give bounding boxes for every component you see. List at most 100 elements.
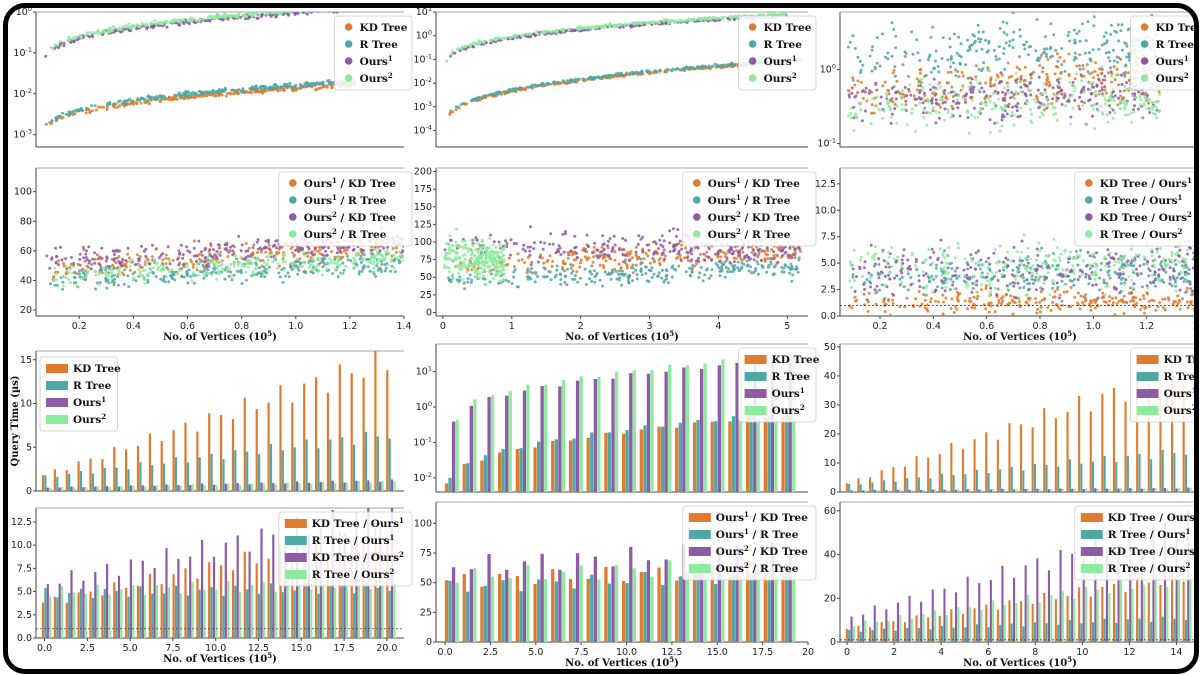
scatter-point <box>343 8 346 10</box>
scatter-point <box>260 264 264 268</box>
scatter-point <box>1046 75 1050 79</box>
scatter-point <box>644 272 648 275</box>
scatter-point <box>263 245 267 249</box>
scatter-point <box>769 260 773 264</box>
scatter-point <box>468 43 471 47</box>
scatter-point <box>984 81 988 85</box>
scatter-point <box>613 258 617 262</box>
scatter-point <box>790 265 794 269</box>
scatter-point <box>966 116 970 119</box>
legend-label: Ours2 <box>1156 71 1189 86</box>
scatter-point <box>572 28 576 32</box>
scatter-point <box>726 267 730 271</box>
scatter-point <box>969 90 973 94</box>
scatter-point <box>209 15 213 19</box>
scatter-point <box>292 266 295 269</box>
scatter-point <box>847 95 851 99</box>
scatter-point <box>935 102 939 106</box>
scatter-point <box>187 268 191 272</box>
scatter-point <box>310 8 313 11</box>
scatter-point <box>921 86 925 89</box>
scatter-point <box>298 265 302 269</box>
scatter-point <box>182 97 186 101</box>
scatter-point <box>783 251 787 255</box>
scatter-point <box>156 268 160 272</box>
legend-marker <box>748 57 757 65</box>
scatter-point <box>138 255 142 258</box>
scatter-point <box>705 250 709 254</box>
scatter-point <box>967 85 971 89</box>
scatter-point <box>1055 93 1059 97</box>
legend-label: Ours1 <box>764 54 797 69</box>
scatter-point <box>226 265 229 268</box>
scatter-point <box>258 259 262 263</box>
scatter-point <box>976 81 980 85</box>
scatter-point <box>851 78 855 82</box>
scatter-point <box>161 258 165 262</box>
scatter-point <box>205 19 209 23</box>
scatter-point <box>614 23 618 27</box>
scatter-point <box>449 280 453 284</box>
scatter-point <box>1062 59 1066 63</box>
scatter-point <box>1024 94 1028 98</box>
scatter-point <box>647 280 651 283</box>
scatter-point <box>567 253 571 257</box>
scatter-point <box>949 65 952 69</box>
scatter-point <box>865 99 869 103</box>
scatter-point <box>1009 114 1013 118</box>
scatter-point <box>1063 69 1067 73</box>
scatter-point <box>993 83 997 87</box>
scatter-point <box>310 12 313 14</box>
scatter-point <box>52 275 56 279</box>
scatter-point <box>140 22 144 26</box>
scatter-point <box>625 71 629 75</box>
scatter-point <box>325 8 328 11</box>
scatter-point <box>218 264 222 268</box>
scatter-point <box>575 256 579 259</box>
scatter-point <box>789 267 792 271</box>
scatter-point <box>540 30 544 34</box>
scatter-point <box>1071 106 1075 110</box>
scatter-point <box>327 261 331 265</box>
scatter-point <box>112 250 116 253</box>
scatter-point <box>1040 111 1044 115</box>
scatter-point <box>1129 111 1133 115</box>
scatter-point <box>1070 93 1074 97</box>
scatter-point <box>770 248 773 252</box>
scatter-point <box>372 266 376 270</box>
scatter-point <box>1138 95 1142 99</box>
scatter-point <box>336 263 339 267</box>
scatter-point <box>468 273 472 277</box>
scatter-point <box>1080 100 1084 104</box>
scatter-point <box>652 20 656 24</box>
scatter-point <box>1089 87 1093 91</box>
scatter-point <box>296 12 300 15</box>
scatter-point <box>55 255 59 258</box>
scatter-point <box>977 37 981 41</box>
scatter-point <box>859 71 862 74</box>
scatter-point <box>1068 39 1072 43</box>
scatter-point <box>261 12 264 13</box>
scatter-point <box>122 273 126 277</box>
scatter-point <box>750 251 754 255</box>
scatter-point <box>84 256 88 260</box>
scatter-point <box>312 9 315 12</box>
scatter-point <box>904 99 908 103</box>
scatter-point <box>737 250 741 254</box>
scatter-point <box>1092 15 1096 19</box>
scatter-point <box>97 272 101 276</box>
scatter-point <box>504 278 508 282</box>
scatter-point <box>678 18 682 22</box>
scatter-point <box>191 265 195 269</box>
scatter-point <box>75 272 79 276</box>
scatter-point <box>577 27 581 31</box>
scatter-point <box>1014 71 1018 75</box>
scatter-point <box>853 83 857 87</box>
scatter-point <box>1136 107 1140 111</box>
scatter-point <box>238 270 242 273</box>
scatter-point <box>320 8 323 10</box>
scatter-point <box>1112 65 1116 69</box>
scatter-point <box>870 45 874 49</box>
scatter-point <box>878 102 882 106</box>
scatter-point <box>853 47 857 50</box>
